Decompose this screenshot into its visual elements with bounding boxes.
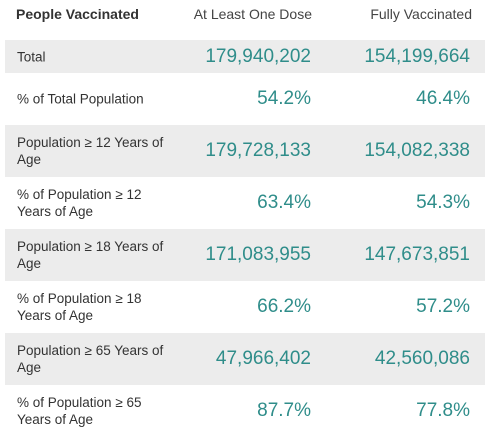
row-label: % of Population ≥ 18 Years of Age — [17, 291, 142, 323]
row-label: Population ≥ 18 Years of Age — [17, 239, 164, 271]
one-dose-value: 63.4% — [257, 192, 311, 213]
fully-vaccinated-value: 46.4% — [416, 88, 470, 109]
table-row: Total 179,940,202 154,199,664 — [5, 40, 485, 73]
one-dose-value: 171,083,955 — [205, 244, 311, 265]
table-row: Population ≥ 18 Years of Age 171,083,955… — [5, 229, 485, 281]
one-dose-value: 54.2% — [257, 88, 311, 109]
fully-vaccinated-value: 57.2% — [416, 296, 470, 317]
table-header: People Vaccinated At Least One Dose Full… — [0, 0, 487, 32]
row-label: Population ≥ 12 Years of Age — [17, 135, 164, 167]
table-row: % of Population ≥ 65 Years of Age 87.7% … — [5, 385, 485, 437]
table-row: Population ≥ 65 Years of Age 47,966,402 … — [5, 333, 485, 385]
one-dose-value: 87.7% — [257, 400, 311, 421]
table-row: Population ≥ 12 Years of Age 179,728,133… — [5, 125, 485, 177]
header-at-least-one-dose: At Least One Dose — [193, 6, 312, 22]
row-label: % of Total Population — [17, 91, 144, 107]
header-people-vaccinated: People Vaccinated — [16, 6, 139, 22]
fully-vaccinated-value: 77.8% — [416, 400, 470, 421]
one-dose-value: 47,966,402 — [215, 348, 311, 369]
row-label: Total — [17, 49, 46, 64]
table-row: % of Population ≥ 18 Years of Age 66.2% … — [5, 281, 485, 333]
fully-vaccinated-value: 154,199,664 — [364, 45, 470, 67]
fully-vaccinated-value: 42,560,086 — [374, 348, 470, 369]
table-row: % of Total Population 54.2% 46.4% — [5, 73, 485, 125]
table-row: % of Population ≥ 12 Years of Age 63.4% … — [5, 177, 485, 229]
one-dose-value: 66.2% — [257, 296, 311, 317]
fully-vaccinated-value: 147,673,851 — [364, 244, 470, 265]
row-label: % of Population ≥ 65 Years of Age — [17, 395, 142, 427]
row-label: Population ≥ 65 Years of Age — [17, 343, 164, 375]
fully-vaccinated-value: 54.3% — [416, 192, 470, 213]
fully-vaccinated-value: 154,082,338 — [364, 140, 470, 161]
one-dose-value: 179,728,133 — [205, 140, 311, 161]
header-fully-vaccinated: Fully Vaccinated — [370, 6, 472, 22]
row-label: % of Population ≥ 12 Years of Age — [17, 187, 142, 219]
one-dose-value: 179,940,202 — [205, 45, 311, 67]
